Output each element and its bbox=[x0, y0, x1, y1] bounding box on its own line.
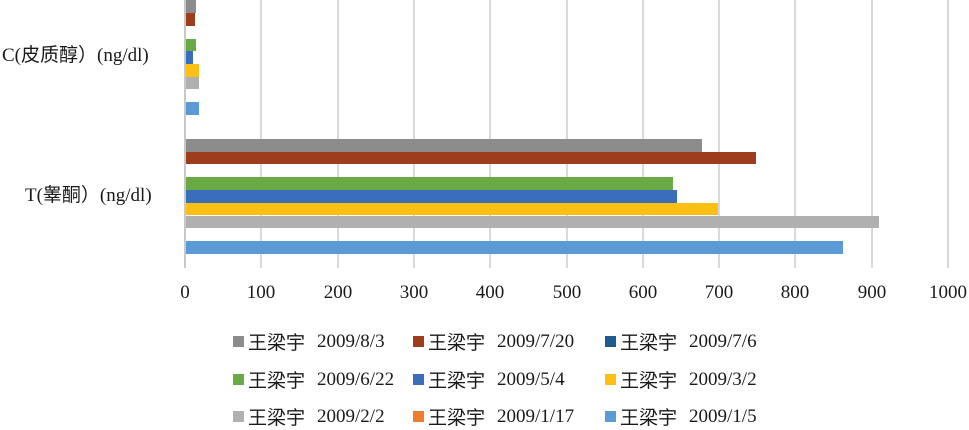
bar bbox=[186, 151, 756, 165]
legend-item: 王梁宇 2009/7/20 bbox=[413, 328, 574, 355]
x-tick-label: 900 bbox=[857, 282, 887, 303]
legend-item: 王梁宇 2009/8/3 bbox=[233, 328, 385, 355]
legend-item: 王梁宇 2009/5/4 bbox=[413, 366, 565, 393]
legend-name: 王梁宇 bbox=[428, 408, 486, 429]
legend-date: 2009/6/22 bbox=[317, 368, 395, 390]
gridline bbox=[794, 0, 797, 268]
legend-name: 王梁宇 bbox=[248, 371, 306, 392]
legend-date: 2009/2/2 bbox=[317, 405, 385, 427]
gridline bbox=[260, 0, 263, 268]
legend-name: 王梁宇 bbox=[428, 371, 486, 392]
gridline bbox=[870, 0, 873, 268]
x-tick-label: 0 bbox=[180, 282, 190, 303]
legend-swatch-icon bbox=[605, 411, 616, 422]
x-tick-label: 700 bbox=[704, 282, 734, 303]
bar bbox=[186, 51, 194, 64]
bar bbox=[186, 139, 703, 152]
bar bbox=[186, 102, 200, 115]
x-tick-label: 500 bbox=[552, 282, 582, 303]
x-tick-label: 300 bbox=[399, 282, 429, 303]
x-tick-label: 600 bbox=[628, 282, 658, 303]
legend-swatch-icon bbox=[413, 336, 424, 347]
legend-date: 2009/7/6 bbox=[689, 330, 757, 352]
legend-swatch-icon bbox=[413, 411, 424, 422]
bar bbox=[186, 177, 673, 190]
legend-name: 王梁宇 bbox=[428, 333, 486, 354]
legend-swatch-icon bbox=[233, 336, 244, 347]
legend-date: 2009/7/20 bbox=[497, 330, 575, 352]
legend-date: 2009/3/2 bbox=[689, 368, 757, 390]
bar bbox=[186, 190, 678, 203]
gridline bbox=[489, 0, 492, 268]
legend-date: 2009/1/5 bbox=[689, 405, 757, 427]
y-axis-line bbox=[184, 0, 186, 268]
legend-swatch-icon bbox=[233, 374, 244, 385]
bar bbox=[186, 38, 197, 52]
x-tick-label: 1000 bbox=[929, 282, 967, 303]
legend-item: 王梁宇 2009/7/6 bbox=[605, 328, 757, 355]
x-tick-label: 100 bbox=[246, 282, 276, 303]
gridline bbox=[641, 0, 644, 268]
bar bbox=[186, 0, 197, 13]
category-label-cortisol: C(皮质醇）(ng/dl) bbox=[2, 45, 149, 66]
x-tick-label: 200 bbox=[323, 282, 353, 303]
gridline bbox=[718, 0, 721, 268]
legend-item: 王梁宇 2009/3/2 bbox=[605, 366, 757, 393]
legend-date: 2009/1/17 bbox=[497, 405, 575, 427]
category-label-testosterone: T(睾酮）(ng/dl) bbox=[25, 185, 152, 206]
bar bbox=[186, 202, 718, 216]
gridline bbox=[947, 0, 949, 268]
legend-date: 2009/8/3 bbox=[317, 330, 385, 352]
legend-swatch-icon bbox=[233, 411, 244, 422]
legend-name: 王梁宇 bbox=[248, 408, 306, 429]
legend-name: 王梁宇 bbox=[248, 333, 306, 354]
x-tick-label: 800 bbox=[780, 282, 810, 303]
legend-swatch-icon bbox=[605, 336, 616, 347]
legend-name: 王梁宇 bbox=[620, 333, 678, 354]
legend-name: 王梁宇 bbox=[620, 371, 678, 392]
legend-item: 王梁宇 2009/1/5 bbox=[605, 403, 757, 430]
legend-item: 王梁宇 2009/2/2 bbox=[233, 403, 385, 430]
legend-item: 王梁宇 2009/6/22 bbox=[233, 366, 394, 393]
gridline bbox=[565, 0, 568, 268]
bar bbox=[186, 241, 844, 254]
bar bbox=[186, 13, 195, 26]
legend-swatch-icon bbox=[605, 374, 616, 385]
bar bbox=[186, 64, 200, 77]
legend-date: 2009/5/4 bbox=[497, 368, 565, 390]
x-tick-label: 400 bbox=[475, 282, 505, 303]
legend-name: 王梁宇 bbox=[620, 408, 678, 429]
bar bbox=[186, 215, 879, 229]
legend-swatch-icon bbox=[413, 374, 424, 385]
legend-item: 王梁宇 2009/1/17 bbox=[413, 403, 574, 430]
bar bbox=[186, 76, 200, 90]
gridline bbox=[336, 0, 339, 268]
gridline bbox=[412, 0, 415, 268]
